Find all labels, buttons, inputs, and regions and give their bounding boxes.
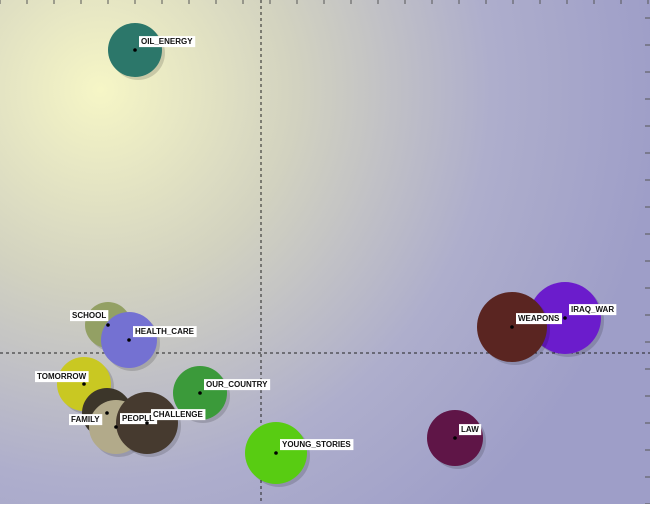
point-label: LAW <box>461 425 479 434</box>
point-label: PEOPLE <box>122 414 155 423</box>
label-box <box>139 36 196 48</box>
point-label: CHALLENGE <box>153 410 203 419</box>
point-dot <box>105 411 109 415</box>
label-box <box>120 413 158 425</box>
point-label: HEALTH_CARE <box>135 327 195 336</box>
point-dot <box>563 316 567 320</box>
point-label: YOUNG_STORIES <box>282 440 351 449</box>
point-label: SCHOOL <box>72 311 106 320</box>
label-box <box>70 310 109 322</box>
point-dot <box>82 382 86 386</box>
label-box <box>69 414 103 426</box>
point-label: IRAQ_WAR <box>571 305 614 314</box>
point-label: FAMILY <box>71 415 100 424</box>
point-label: TOMORROW <box>37 372 87 381</box>
point-dot <box>133 48 137 52</box>
point-label: OUR_COUNTRY <box>206 380 268 389</box>
point-dot <box>145 421 149 425</box>
point-dot <box>106 323 110 327</box>
label-box <box>569 304 617 316</box>
label-box <box>133 326 197 338</box>
label-box <box>459 424 482 436</box>
label-box <box>151 409 206 421</box>
point-dot <box>127 338 131 342</box>
point-dot <box>274 451 278 455</box>
label-box <box>35 371 89 383</box>
label-box <box>516 313 562 325</box>
point-dot <box>198 391 202 395</box>
point-dot <box>114 425 118 429</box>
point-dot <box>510 325 514 329</box>
point-dot <box>453 436 457 440</box>
label-box <box>204 379 271 391</box>
label-box <box>280 439 354 451</box>
point-label: WEAPONS <box>518 314 560 323</box>
point-label: OIL_ENERGY <box>141 37 193 46</box>
